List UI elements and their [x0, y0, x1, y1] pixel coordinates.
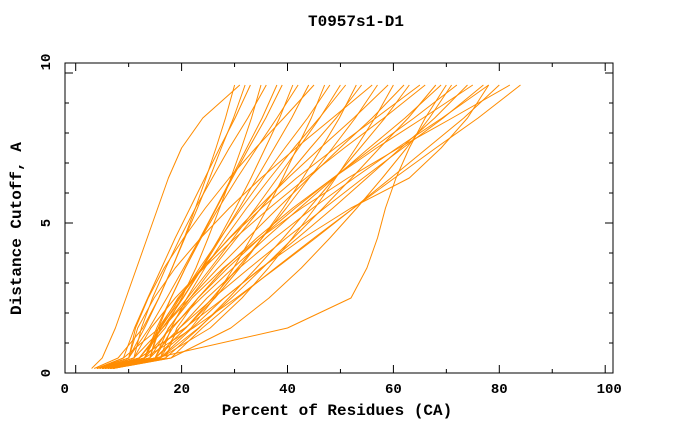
x-tick-label: 40 [279, 382, 296, 398]
plot-frame [64, 62, 614, 374]
y-tick-label: 10 [39, 54, 55, 71]
x-tick-label: 20 [173, 382, 190, 398]
model-curve [109, 84, 347, 369]
x-tick-label: 0 [60, 382, 68, 398]
x-tick-label: 80 [491, 382, 508, 398]
model-curve [102, 84, 331, 369]
y-tick-label: 5 [39, 219, 55, 227]
model-curve [107, 84, 378, 369]
chart-title: T0957s1-D1 [307, 13, 404, 31]
y-axis-label: Distance Cutoff, A [8, 142, 26, 315]
x-tick-label: 100 [597, 382, 622, 398]
x-tick-label: 60 [385, 382, 402, 398]
model-curve [109, 84, 489, 369]
y-tick-label: 0 [39, 369, 55, 377]
model-curve [104, 84, 421, 369]
model-curve [109, 84, 394, 369]
model-curve [102, 84, 442, 369]
model-curve [109, 84, 437, 369]
model-curve [102, 84, 405, 369]
model-curve [96, 84, 315, 369]
model-curve [99, 84, 341, 369]
model-curve [96, 84, 251, 369]
model-curve [99, 84, 426, 369]
model-curve [91, 84, 241, 369]
model-curve [102, 84, 468, 369]
model-curve [99, 84, 267, 369]
model-curve [112, 84, 410, 369]
model-curve [96, 84, 373, 369]
x-axis-label: Percent of Residues (CA) [221, 402, 453, 420]
model-curve [107, 84, 511, 369]
model-curve [109, 84, 490, 369]
model-curve [102, 84, 500, 369]
model-curve [96, 84, 294, 369]
model-curve [107, 84, 447, 369]
